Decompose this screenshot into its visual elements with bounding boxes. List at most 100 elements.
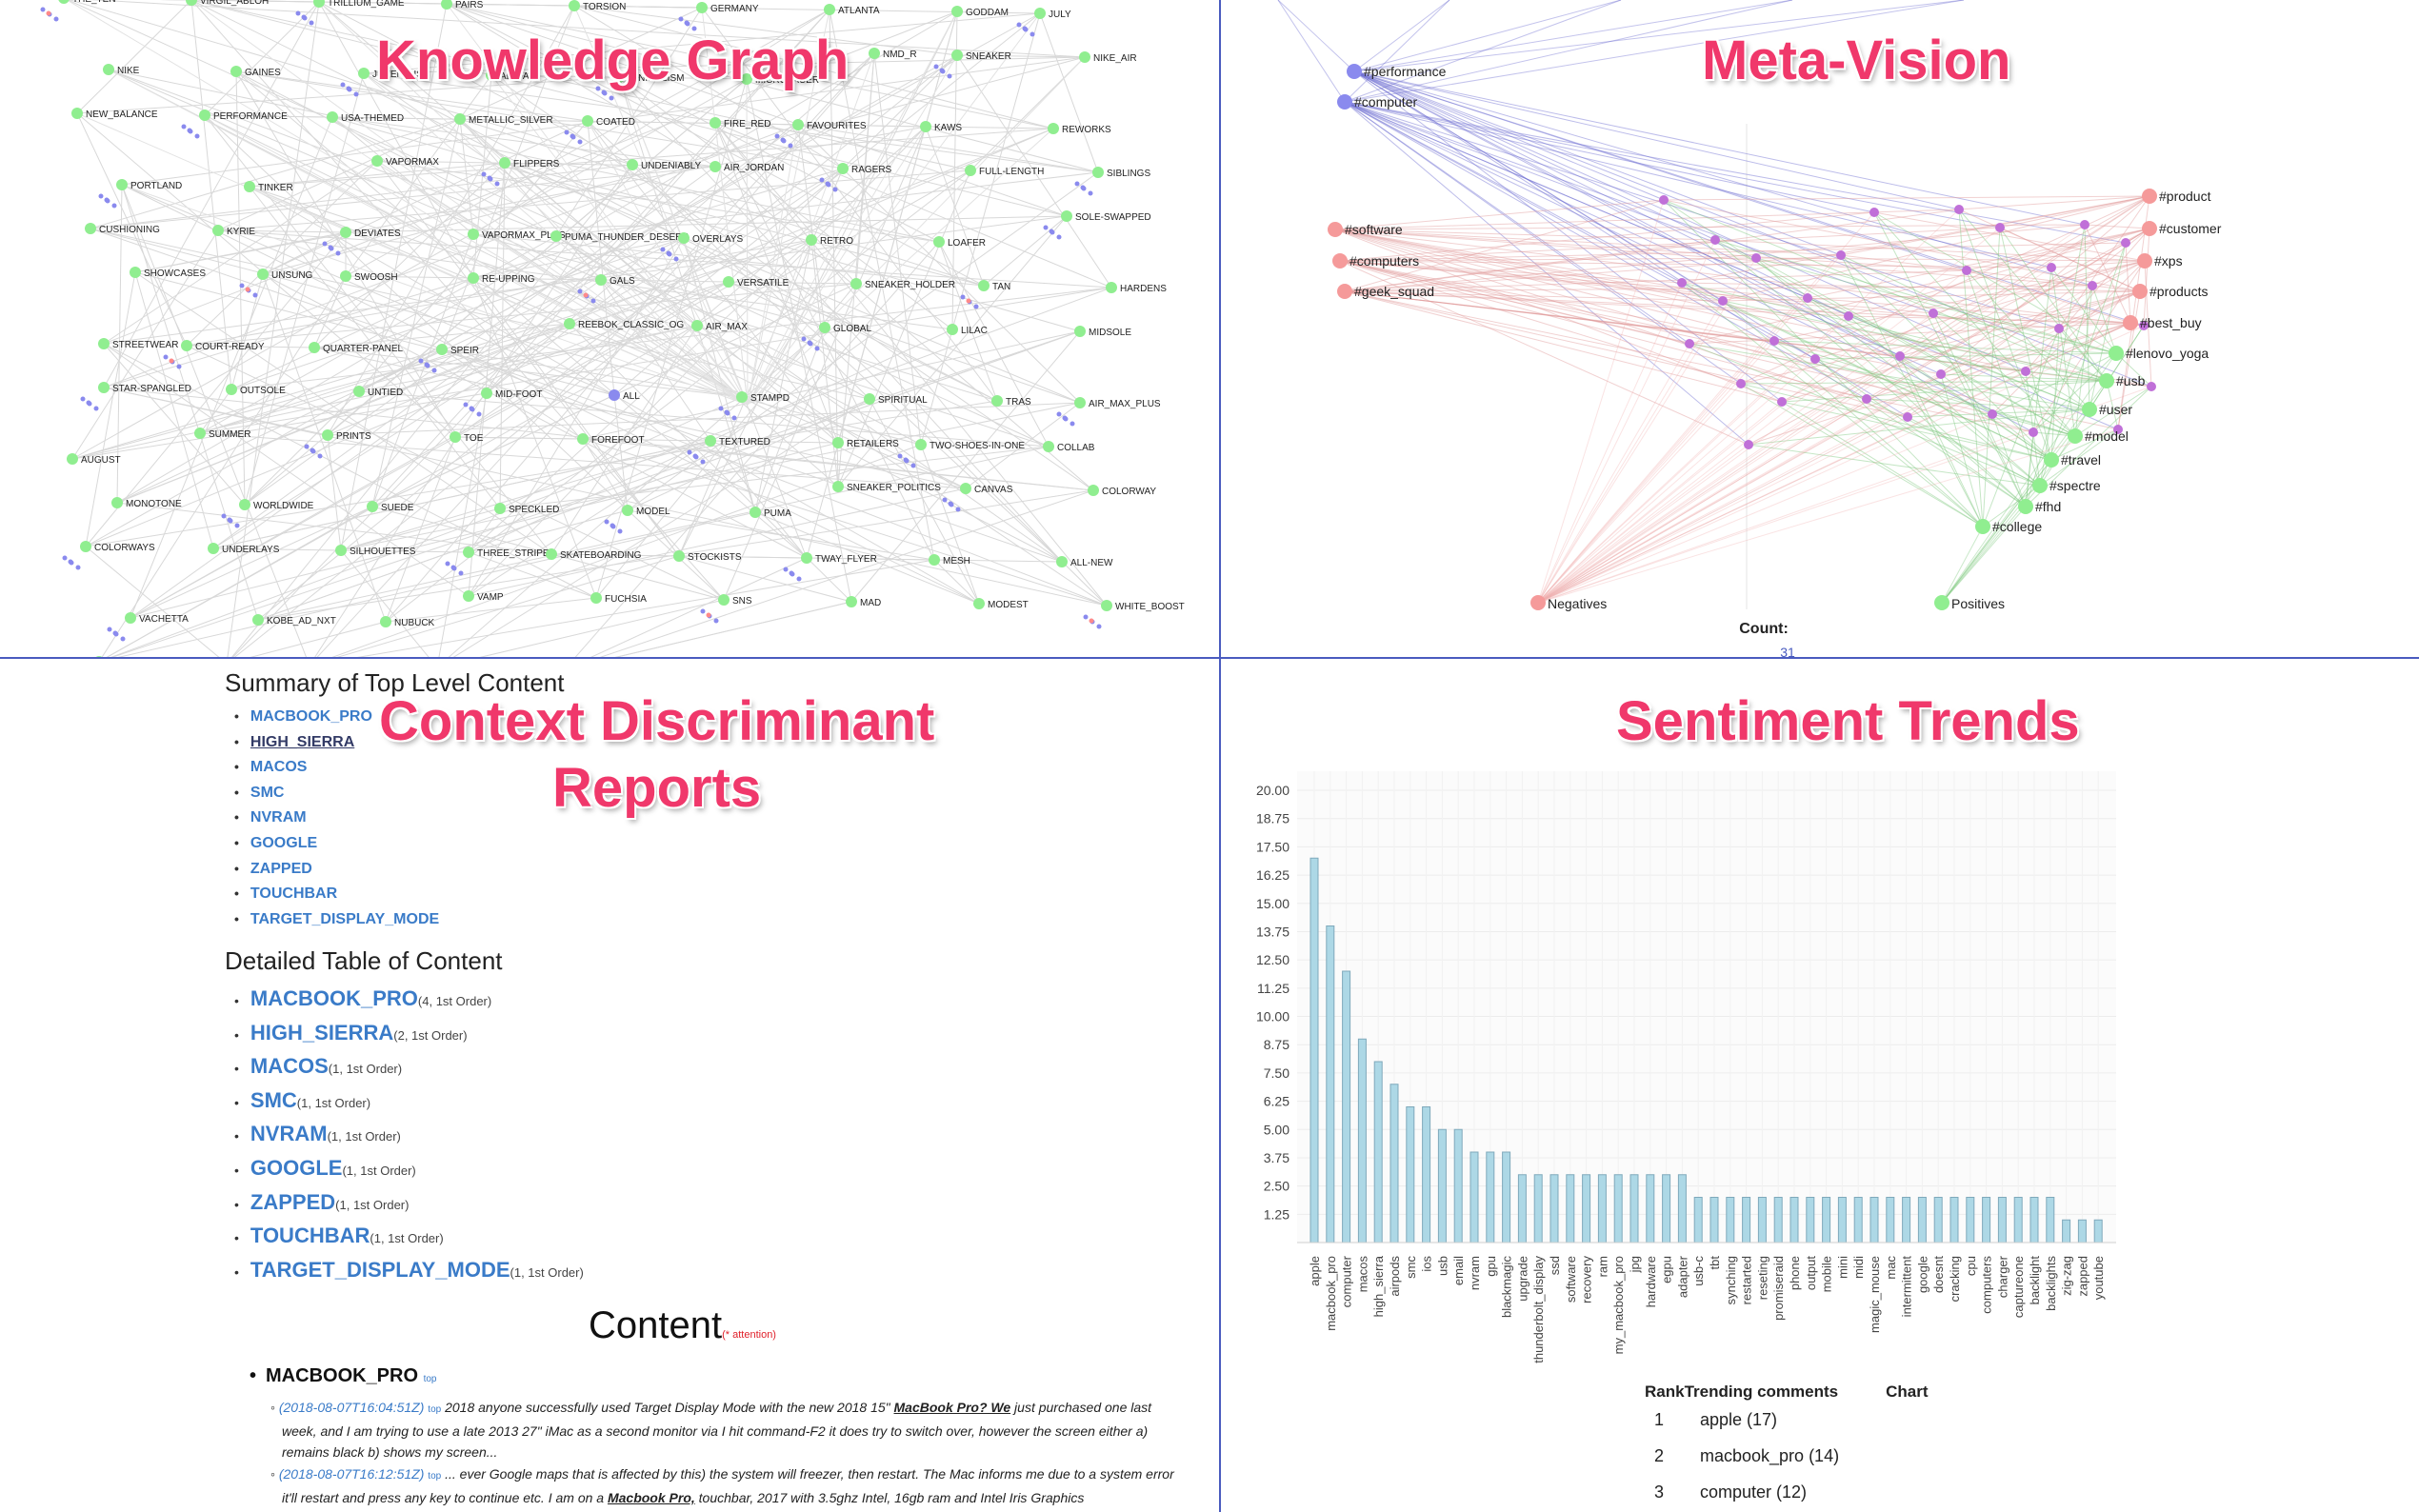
graph-node[interactable]: MICROPACER xyxy=(741,73,819,86)
graph-node[interactable]: MID-FOOT xyxy=(481,388,542,400)
graph-node[interactable]: FIRE_RED xyxy=(710,117,770,129)
graph-node[interactable]: MODEL xyxy=(622,505,670,517)
graph-node[interactable]: SUEDE xyxy=(367,501,414,513)
graph-node[interactable]: MODEST xyxy=(973,598,1029,610)
graph-node[interactable]: GERMANY xyxy=(696,2,759,14)
graph-node[interactable]: COURT-READY xyxy=(181,340,265,352)
graph-node[interactable]: MIDSOLE xyxy=(1074,326,1131,338)
knowledge-graph-canvas[interactable]: THE_TEN VIRGIL_ABLOH TRILLIUM_GAME PAIRS TOR… xyxy=(0,0,1219,657)
graph-node[interactable]: TORSION xyxy=(569,0,626,12)
detail-item-link[interactable]: MACOS xyxy=(250,1054,329,1079)
graph-node[interactable]: USA-THEMED xyxy=(327,111,404,124)
detail-item-link[interactable]: TARGET_DISPLAY_MODE xyxy=(250,1257,510,1282)
graph-node[interactable]: FUCHSIA xyxy=(590,592,647,605)
detail-item-link[interactable]: GOOGLE xyxy=(250,1155,343,1180)
mv-right-node[interactable]: #model xyxy=(2068,428,2129,444)
graph-node[interactable]: AIR_MAX_PLUS xyxy=(1074,397,1161,409)
meta-vision-canvas[interactable]: #performance #computer #software #computers… xyxy=(1221,0,2419,657)
graph-node[interactable]: VERSATILE xyxy=(723,276,790,288)
graph-node[interactable]: FLIPPERS xyxy=(499,157,560,169)
mv-left-node[interactable]: #computer xyxy=(1337,94,1417,109)
graph-node[interactable]: GAINES xyxy=(230,66,281,78)
post-2-timestamp[interactable]: (2018-08-07T16:12:51Z) xyxy=(278,1466,425,1482)
graph-node[interactable]: RE-UPPING xyxy=(468,272,535,285)
graph-node[interactable]: SNEAKER_HOLDER xyxy=(850,278,955,290)
post-1-top-link[interactable]: top xyxy=(428,1404,442,1415)
summary-item-label[interactable]: MACBOOK_PRO xyxy=(250,708,372,725)
graph-node[interactable]: FAVOURITES xyxy=(792,119,867,131)
graph-node[interactable]: VAMP xyxy=(463,590,504,603)
graph-node[interactable]: AUGUST xyxy=(67,453,121,466)
section-top-link[interactable]: top xyxy=(423,1374,437,1384)
graph-node[interactable]: ADIDAS xyxy=(486,70,536,82)
graph-node[interactable]: PORTLAND xyxy=(116,179,182,191)
graph-node[interactable]: RAGERS xyxy=(837,163,892,175)
graph-node[interactable]: ALL-NEW xyxy=(1056,556,1113,568)
graph-node[interactable]: RETAILERS xyxy=(832,437,899,449)
summary-item-label[interactable]: GOOGLE xyxy=(250,834,318,851)
graph-node[interactable]: SIBLINGS xyxy=(1092,167,1150,179)
graph-node[interactable]: GALS xyxy=(595,274,635,287)
mv-right-node[interactable]: #usb xyxy=(2099,373,2146,388)
post-2-top-link[interactable]: top xyxy=(428,1471,442,1482)
mv-right-node[interactable]: #spectre xyxy=(2032,478,2101,493)
summary-item[interactable]: MACBOOK_PRO xyxy=(234,708,439,734)
graph-node[interactable]: NEW_BALANCE xyxy=(71,108,158,120)
graph-node[interactable]: NMD_R xyxy=(869,48,917,60)
detail-item-link[interactable]: SMC xyxy=(250,1087,297,1112)
summary-item-label[interactable]: HIGH_SIERRA xyxy=(250,733,355,750)
graph-node[interactable]: SPEIR xyxy=(436,344,479,356)
graph-node[interactable]: THE_TEN xyxy=(58,0,116,5)
mv-right-node[interactable]: #lenovo_yoga xyxy=(2109,346,2209,361)
graph-node[interactable]: OUTSOLE xyxy=(226,384,286,396)
summary-item-label[interactable]: NVRAM xyxy=(250,809,307,826)
summary-item[interactable]: MACOS xyxy=(234,759,439,785)
summary-item-label[interactable]: MACOS xyxy=(250,759,308,776)
graph-node[interactable]: UNSUNG xyxy=(257,269,313,281)
graph-node[interactable]: TWAY_FLYER xyxy=(801,552,877,565)
graph-node[interactable]: CUSHIONING xyxy=(85,223,160,235)
detail-item-link[interactable]: NVRAM xyxy=(250,1122,328,1146)
graph-node[interactable]: NIKE_AIR xyxy=(1079,51,1137,64)
mv-right-node[interactable]: #xps xyxy=(2137,253,2183,269)
graph-node[interactable]: SILHOUETTES xyxy=(335,545,416,557)
graph-node[interactable]: STREETWEAR xyxy=(98,338,178,350)
graph-node[interactable]: TWO-SHOES-IN-ONE xyxy=(915,439,1025,451)
summary-item-label[interactable]: TOUCHBAR xyxy=(250,885,338,903)
mv-right-node[interactable]: #customer xyxy=(2142,221,2222,236)
mv-left-node[interactable]: #computers xyxy=(1332,253,1419,269)
mv-left-node[interactable]: #geek_squad xyxy=(1337,284,1434,299)
graph-node[interactable]: SHOWCASES xyxy=(130,267,206,279)
detail-item-link[interactable]: MACBOOK_PRO xyxy=(250,986,418,1010)
graph-node[interactable]: WHITE_BOOST xyxy=(1101,600,1185,612)
graph-node[interactable]: KAWS xyxy=(920,121,962,133)
mv-right-node[interactable]: #product xyxy=(2142,189,2211,204)
graph-node[interactable]: HARDENS xyxy=(1106,282,1167,294)
graph-node[interactable]: PERFORMANCE xyxy=(199,109,288,122)
graph-node[interactable]: AIR_JORDAN xyxy=(710,161,784,173)
graph-node[interactable]: TEXTURED xyxy=(705,435,770,448)
graph-node[interactable]: VAPORMAX xyxy=(371,155,439,168)
mv-left-node[interactable]: #software xyxy=(1328,222,1403,237)
graph-node[interactable]: GODDAM xyxy=(951,6,1009,18)
graph-node[interactable]: TINKER xyxy=(244,181,293,193)
graph-node[interactable]: UNTIED xyxy=(353,386,403,398)
summary-item[interactable]: SMC xyxy=(234,785,439,810)
graph-node[interactable]: MONOTONE xyxy=(111,497,182,509)
graph-node[interactable]: MAD xyxy=(846,596,881,608)
graph-node[interactable]: FULL-LENGTH xyxy=(965,165,1044,177)
graph-node[interactable]: REWORKS xyxy=(1048,123,1111,135)
graph-node[interactable]: MINIMALISM xyxy=(613,71,684,84)
graph-node[interactable]: SUMMER xyxy=(194,428,250,440)
summary-item-label[interactable]: TARGET_DISPLAY_MODE xyxy=(250,910,440,927)
summary-item-label[interactable]: SMC xyxy=(250,784,285,801)
graph-node[interactable]: SWOOSH xyxy=(340,270,398,283)
graph-node[interactable]: TOE xyxy=(450,431,484,444)
graph-node[interactable]: SPECKLED xyxy=(494,503,559,515)
graph-node[interactable]: GLOBAL xyxy=(819,322,871,334)
graph-node[interactable]: PRINTS xyxy=(322,429,371,442)
summary-item[interactable]: TOUCHBAR xyxy=(234,885,439,911)
graph-node[interactable]: METALLIC_SILVER xyxy=(454,113,553,126)
graph-node[interactable]: NUBUCK xyxy=(380,616,435,628)
graph-node[interactable]: QUARTER-PANEL xyxy=(309,342,404,354)
